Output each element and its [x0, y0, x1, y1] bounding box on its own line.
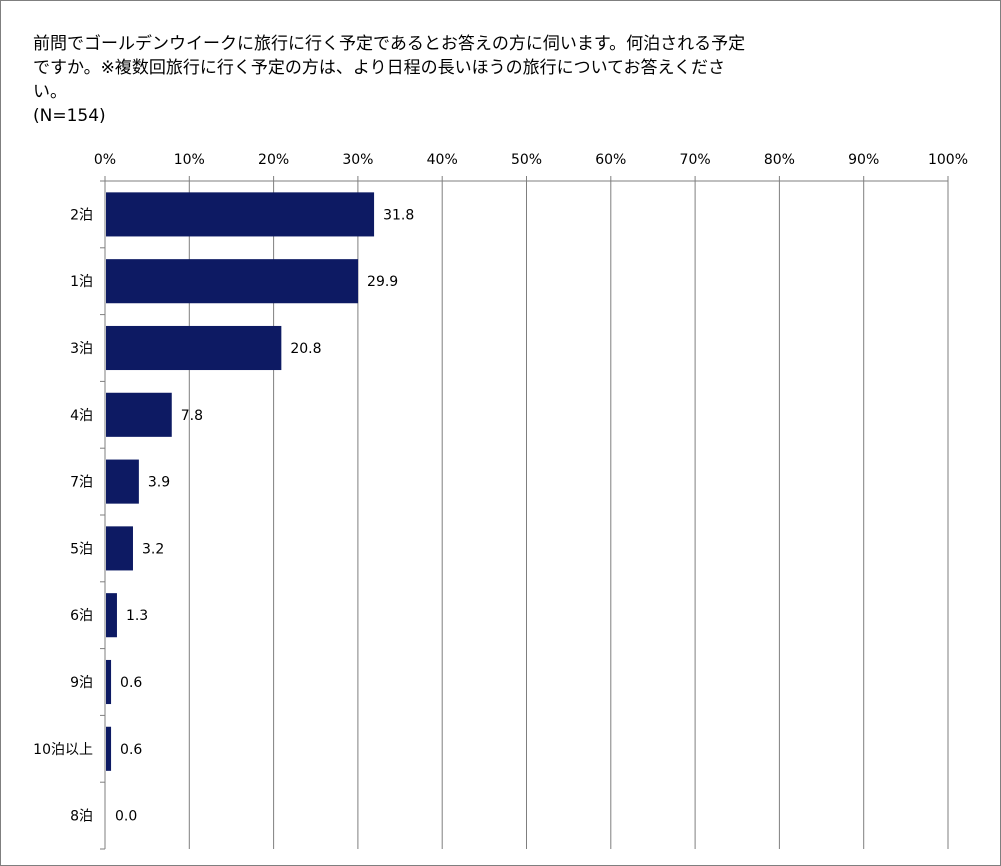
category-label: 7泊 [70, 475, 93, 491]
category-label: 9泊 [70, 675, 93, 691]
bar [106, 392, 172, 437]
title-line-1: 前問でゴールデンウイークに旅行に行く予定であるとお答えの方に伺います。何泊される… [33, 34, 746, 54]
data-label: 0.6 [120, 742, 142, 758]
chart-title: 前問でゴールデンウイークに旅行に行く予定であるとお答えの方に伺います。何泊される… [33, 32, 853, 104]
category-label: 2泊 [70, 207, 93, 223]
title-line-3: い。 [33, 82, 67, 102]
category-label: 10泊以上 [33, 742, 93, 758]
category-label: 8泊 [70, 809, 93, 825]
data-label: 1.3 [126, 608, 148, 624]
category-label: 4泊 [70, 408, 93, 424]
data-label: 29.9 [367, 274, 398, 290]
x-tick-label: 20% [258, 152, 289, 168]
bar [106, 526, 133, 571]
x-tick-label: 60% [595, 152, 626, 168]
bar [106, 659, 112, 705]
data-label: 20.8 [290, 341, 321, 357]
data-label: 31.8 [383, 207, 414, 223]
data-label: 7.8 [181, 408, 203, 424]
data-label: 3.2 [142, 541, 164, 557]
x-tick-label: 100% [928, 152, 968, 168]
x-tick-label: 90% [848, 152, 879, 168]
x-tick-label: 30% [342, 152, 373, 168]
x-tick-label: 50% [511, 152, 542, 168]
category-label: 3泊 [70, 341, 93, 357]
x-tick-label: 40% [427, 152, 458, 168]
sample-size-note: (N=154) [33, 106, 106, 126]
category-label: 5泊 [70, 541, 93, 557]
x-tick-label: 80% [764, 152, 795, 168]
x-tick-label: 70% [680, 152, 711, 168]
title-line-2: ですか。※複数回旅行に行く予定の方は、より日程の長いほうの旅行についてお答えくだ… [33, 58, 726, 78]
data-label: 3.9 [148, 475, 170, 491]
data-label: 0.0 [115, 809, 137, 825]
bar [106, 259, 359, 304]
bar [106, 593, 117, 638]
x-tick-label: 0% [94, 152, 116, 168]
bar [106, 325, 282, 371]
bar [106, 726, 112, 771]
category-label: 6泊 [70, 608, 93, 624]
bar [106, 192, 375, 237]
data-label: 0.6 [120, 675, 142, 691]
category-label: 1泊 [70, 274, 93, 290]
x-tick-label: 10% [174, 152, 205, 168]
bar [106, 459, 139, 504]
